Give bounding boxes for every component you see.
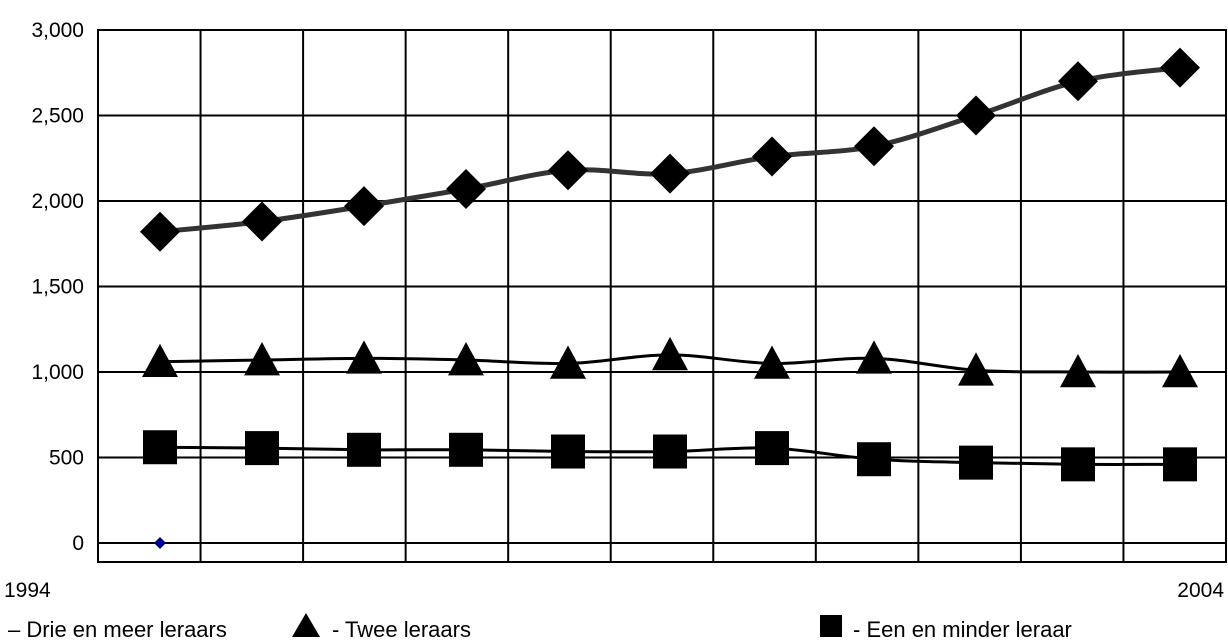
triangle-data-point [448, 342, 484, 376]
y-tick-label: 3,000 [31, 19, 84, 42]
x-tick-label: 2004 [1177, 579, 1224, 602]
square-data-point [653, 434, 687, 469]
y-tick-label: 1,000 [31, 361, 84, 384]
diamond-data-point [752, 136, 792, 177]
diamond-data-point [344, 186, 384, 227]
square-data-point [959, 445, 993, 480]
series-line-drie-en-meer-leraars [159, 65, 1181, 235]
small-diamond-data-point [154, 537, 166, 549]
square-data-point [755, 431, 789, 466]
triangle-data-point [1060, 354, 1096, 388]
square-data-point [551, 434, 585, 469]
triangle-data-point [550, 345, 586, 379]
diamond-data-point [1058, 61, 1098, 102]
y-axis-tick-labels: 0 500 1,000 1,500 2,000 2,500 3,000 [31, 19, 84, 555]
triangle-data-point [1162, 354, 1198, 388]
triangle-marker-icon [292, 613, 320, 637]
square-data-point [1061, 447, 1095, 482]
triangle-data-point [754, 345, 790, 379]
y-tick-label: 2,500 [31, 105, 84, 128]
x-axis-tick-labels: 1994 2004 [4, 579, 1224, 602]
diamond-data-point [956, 95, 996, 136]
triangle-data-point [346, 340, 382, 374]
triangle-data-point [244, 342, 280, 376]
square-marker-icon [820, 615, 842, 637]
diamond-data-point [242, 201, 282, 242]
diamond-data-point [650, 153, 690, 194]
series-lines [159, 65, 1181, 466]
legend-item-drie-en-meer-leraars: – Drie en meer leraars [8, 617, 227, 642]
square-data-point [347, 432, 381, 467]
diamond-data-point [446, 169, 486, 210]
triangle-data-point [652, 336, 688, 371]
diamond-data-point [140, 211, 180, 252]
square-data-point [1163, 447, 1197, 482]
square-data-point [857, 442, 891, 477]
legend-label-twee-leraars: - Twee leraars [332, 617, 471, 642]
y-tick-label: 0 [72, 532, 84, 555]
y-tick-label: 1,500 [31, 276, 84, 299]
triangle-data-point [958, 352, 994, 386]
grid-lines [98, 29, 1226, 562]
diamond-data-point [1160, 47, 1200, 88]
square-data-point [449, 432, 483, 467]
diamond-data-point [548, 150, 588, 191]
triangle-data-point [142, 343, 178, 378]
x-tick-label: 1994 [4, 579, 51, 602]
square-data-point [143, 430, 177, 465]
triangle-data-point [856, 340, 892, 374]
square-data-point [245, 431, 279, 466]
diamond-data-point [854, 126, 894, 167]
legend: – Drie en meer leraars - Twee leraars - … [8, 613, 1072, 642]
plot-area-border [97, 29, 1227, 563]
series-markers [140, 47, 1200, 549]
legend-item-een-en-minder-leraar: - Een en minder leraar [820, 615, 1072, 642]
y-tick-label: 2,000 [31, 190, 84, 213]
legend-label-drie-en-meer-leraars: – Drie en meer leraars [8, 617, 227, 642]
legend-label-een-en-minder-leraar: - Een en minder leraar [853, 617, 1072, 642]
y-tick-label: 500 [49, 447, 84, 470]
legend-item-twee-leraars: - Twee leraars [292, 613, 471, 642]
